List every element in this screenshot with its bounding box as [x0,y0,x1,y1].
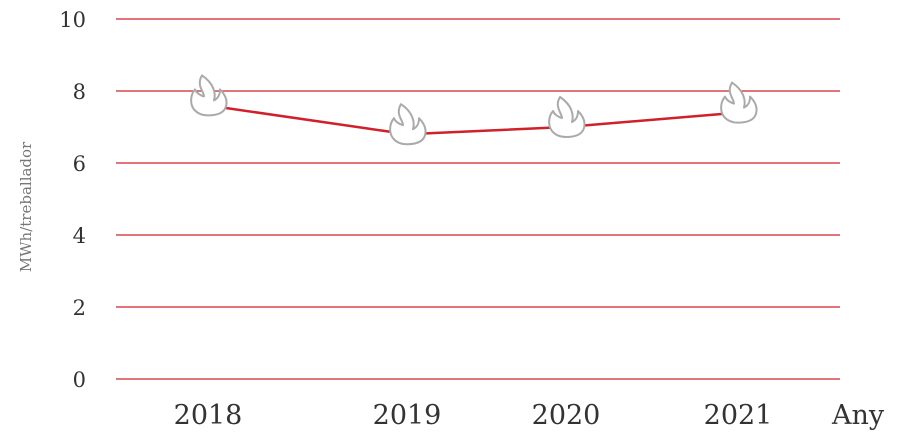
x-axis-ticks: 2018 2019 2020 2021 [174,400,773,431]
series-line [207,104,739,136]
y-tick-label: 4 [73,224,86,248]
x-tick-label: 2021 [704,400,773,431]
y-axis-label: MWh/treballador [17,141,35,272]
flame-icon [548,96,586,138]
y-tick-label: 8 [73,80,86,104]
flame-icon [190,74,228,117]
y-tick-label: 10 [59,8,86,32]
y-tick-label: 6 [73,152,86,176]
y-axis-ticks: 0 2 4 6 8 10 [59,8,86,392]
x-axis-label: Any [831,400,885,431]
x-tick-label: 2020 [532,400,601,431]
series-group [207,104,739,136]
y-tick-label: 2 [73,296,86,320]
markers-group [190,74,758,146]
flame-icon [389,103,427,146]
y-tick-label: 0 [73,368,86,392]
gridlines [116,18,840,380]
x-tick-label: 2019 [373,400,442,431]
flame-icon [720,81,758,124]
x-tick-label: 2018 [174,400,243,431]
